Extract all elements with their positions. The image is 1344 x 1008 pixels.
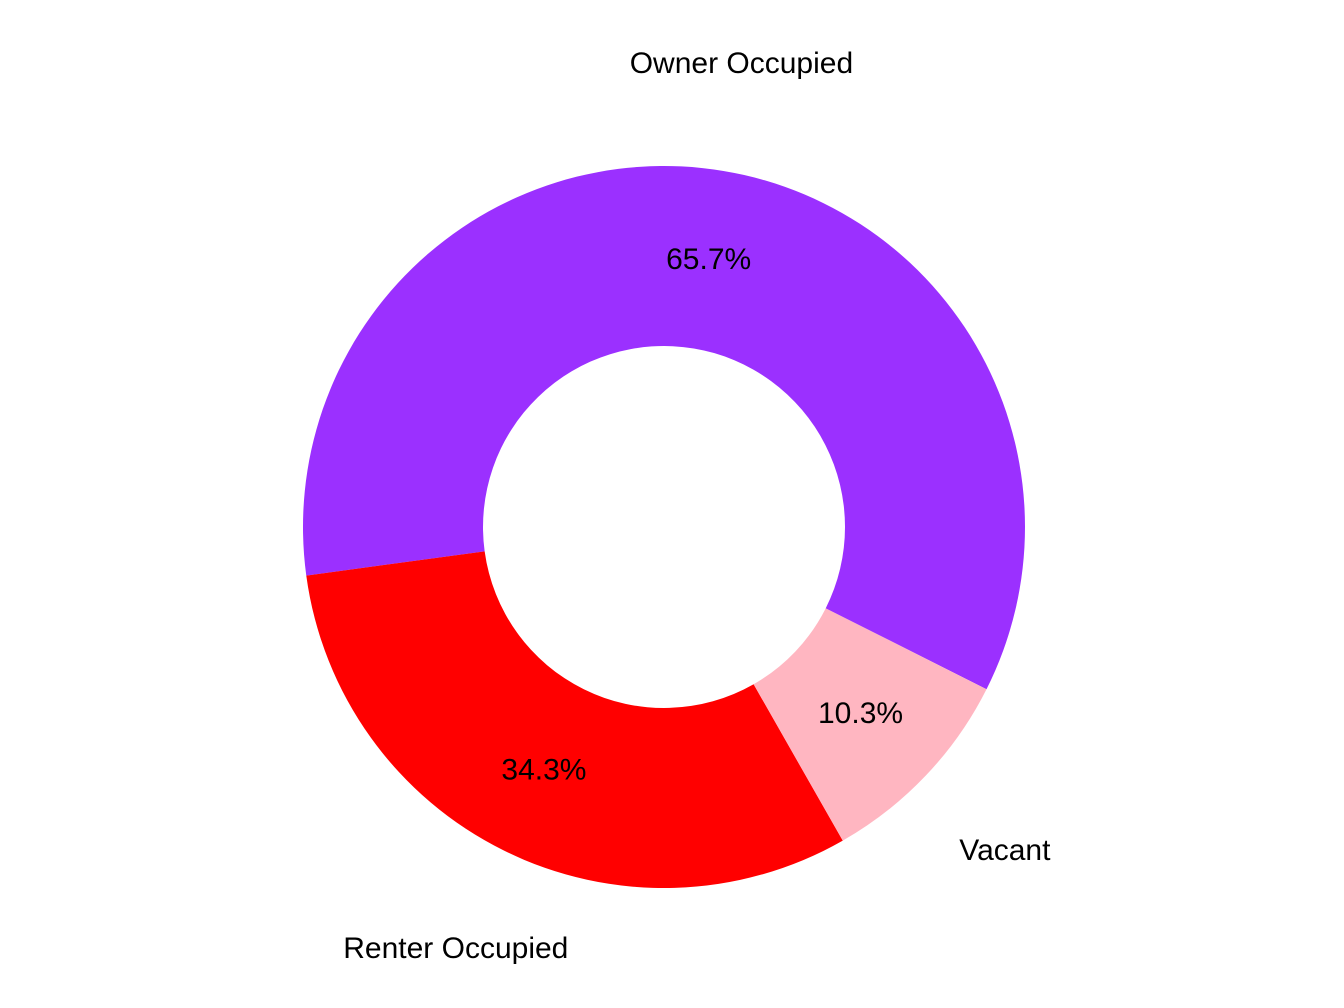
percent-label-owner-occupied: 65.7% [666,243,751,276]
slice-label-renter-occupied: Renter Occupied [343,932,568,965]
slice-label-owner-occupied: Owner Occupied [630,47,853,80]
percent-label-renter-occupied: 34.3% [501,753,586,786]
percent-label-vacant: 10.3% [818,697,903,730]
slice-owner-occupied [302,166,1025,690]
slice-vacant [753,608,987,841]
slice-renter-occupied [306,551,843,889]
slice-label-vacant: Vacant [959,834,1051,867]
